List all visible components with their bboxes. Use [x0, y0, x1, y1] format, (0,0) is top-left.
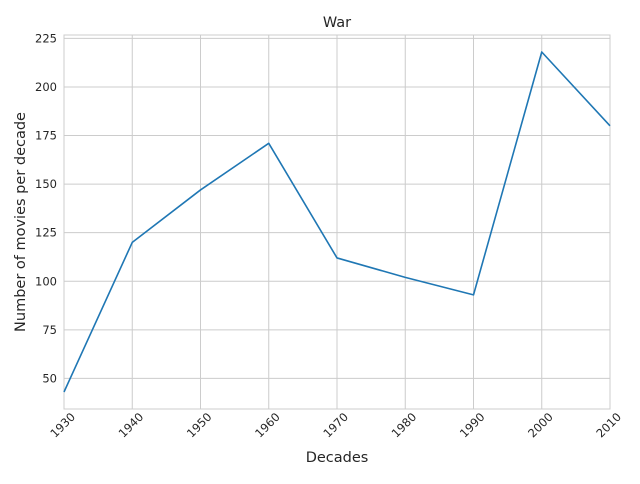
- grid-layer: [64, 35, 610, 409]
- y-tick-label: 50: [42, 371, 57, 385]
- y-tick-label: 75: [42, 323, 57, 337]
- x-tick-label: 1980: [389, 410, 420, 441]
- x-tick-label: 1940: [116, 410, 147, 441]
- y-tick-label: 225: [35, 31, 57, 45]
- y-tick-label: 200: [35, 80, 57, 94]
- x-tick-label: 1960: [252, 410, 283, 441]
- x-tick-labels: 1930 1940 1950 1960 1970 1980 1990 2000 2010: [47, 410, 624, 441]
- x-tick-label: 2010: [593, 410, 624, 441]
- y-tick-label: 150: [35, 177, 57, 191]
- x-tick-label: 2000: [525, 410, 556, 441]
- chart-title: War: [323, 15, 351, 31]
- y-axis-label: Number of movies per decade: [13, 112, 29, 332]
- y-tick-label: 175: [35, 129, 57, 143]
- x-tick-label: 1990: [457, 410, 488, 441]
- x-tick-label: 1970: [320, 410, 351, 441]
- y-tick-label: 100: [35, 274, 57, 288]
- y-tick-label: 125: [35, 226, 57, 240]
- x-axis-label: Decades: [306, 450, 369, 466]
- x-tick-label: 1950: [184, 410, 215, 441]
- y-tick-labels: 50 75 100 125 150 175 200 225: [35, 31, 57, 385]
- x-tick-label: 1930: [47, 410, 78, 441]
